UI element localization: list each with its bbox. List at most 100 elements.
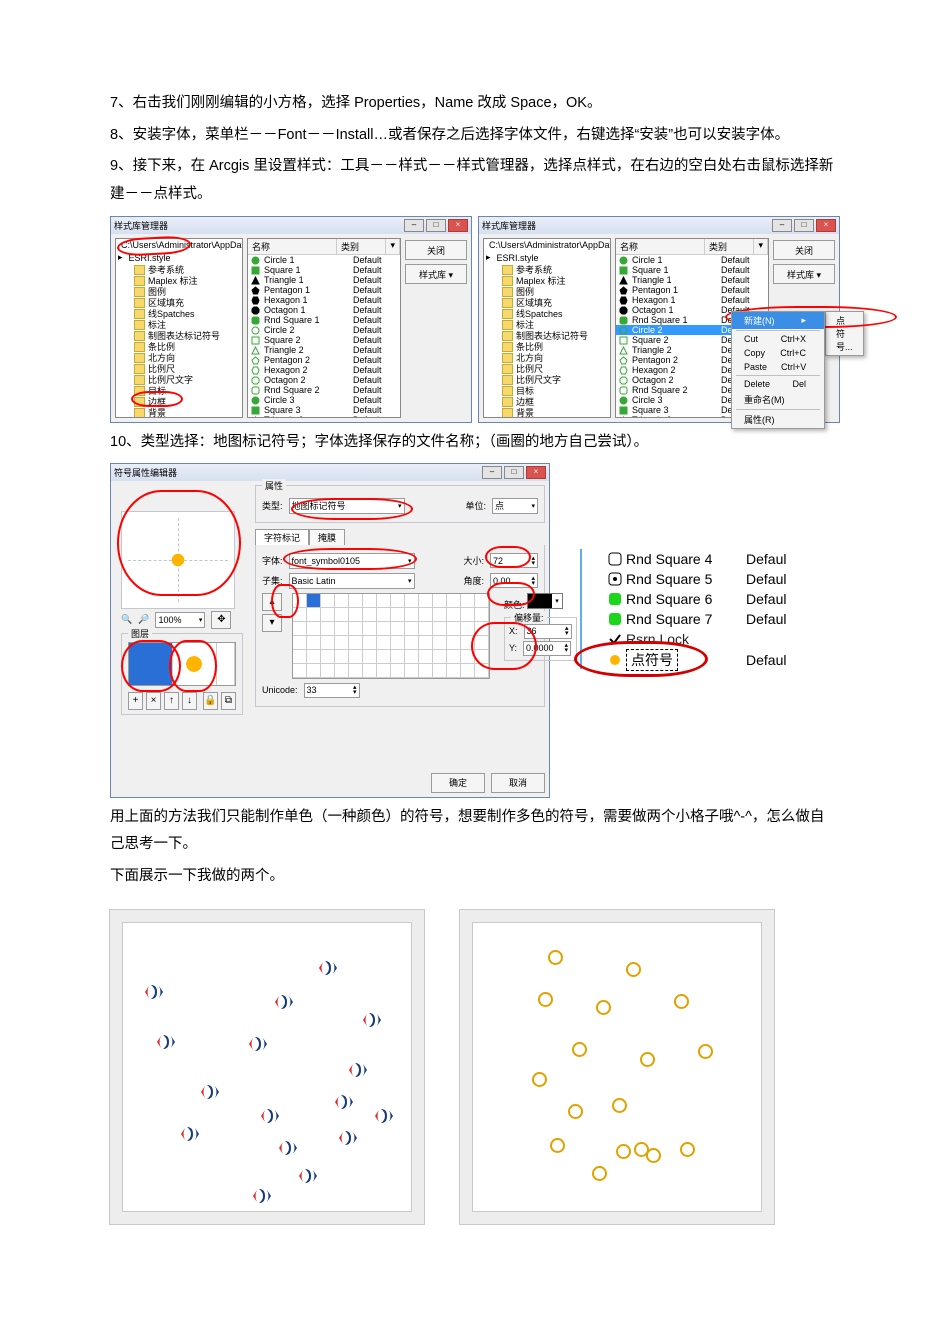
list-row[interactable]: Triangle 2Default	[248, 345, 400, 355]
tree-item[interactable]: Maplex 标注	[116, 275, 242, 286]
move-down-button[interactable]: ↓	[182, 692, 197, 710]
tree-item[interactable]: 制图表达标记符号	[484, 330, 610, 341]
tab-mask[interactable]: 掩膜	[309, 529, 345, 545]
mini-row-selected[interactable]: 点符号 Defaul	[584, 649, 806, 669]
zoom-out-icon[interactable]: 🔎	[138, 614, 149, 625]
list-row[interactable]: Hexagon 1Default	[248, 295, 400, 305]
zoom-in-icon[interactable]: 🔍	[121, 614, 132, 625]
move-up-button[interactable]: ↑	[164, 692, 179, 710]
close-panel-button[interactable]: 关闭	[405, 240, 467, 260]
list-row[interactable]: Square 3Default	[248, 405, 400, 415]
unit-select[interactable]: 点▾	[492, 498, 538, 514]
tree-item[interactable]: 北方向	[484, 352, 610, 363]
pan-icon[interactable]: ✥	[211, 611, 231, 629]
x-label: X:	[509, 626, 518, 636]
tree-item[interactable]: 条比例	[116, 341, 242, 352]
list-row[interactable]: Square 1Default	[616, 265, 768, 275]
ctx-submenu[interactable]: 点符号...	[825, 311, 864, 356]
ctx-properties[interactable]: 属性(R)	[732, 411, 824, 428]
font-select[interactable]: font_symbol0105▾	[289, 553, 415, 569]
tree-item[interactable]: 线Spatches	[116, 308, 242, 319]
tree-item[interactable]: 条比例	[484, 341, 610, 352]
grid-down-button[interactable]: ▾	[262, 614, 282, 632]
lock-button[interactable]: 🔒	[203, 692, 218, 710]
close-button[interactable]: ×	[448, 219, 468, 232]
color-picker[interactable]: ▾	[527, 593, 563, 609]
add-layer-button[interactable]: +	[128, 692, 143, 710]
grid-up-button[interactable]: ▴	[262, 593, 282, 611]
list-row[interactable]: Triangle 3Default	[248, 415, 400, 418]
type-select[interactable]: 地图标记符号▾	[289, 498, 405, 514]
ctx-copy[interactable]: CopyCtrl+C	[732, 346, 824, 360]
ctx-paste[interactable]: PasteCtrl+V	[732, 360, 824, 374]
close-button[interactable]: ×	[816, 219, 836, 232]
tree-item[interactable]: 目标	[484, 385, 610, 396]
tree-item[interactable]: 线Spatches	[484, 308, 610, 319]
cancel-button[interactable]: 取消	[491, 773, 545, 793]
maximize-button[interactable]: □	[794, 219, 814, 232]
selected-name[interactable]: 点符号	[626, 649, 678, 671]
x-input[interactable]: 36▴▾	[524, 624, 572, 639]
layer-list[interactable]	[128, 642, 236, 686]
list-row[interactable]: Hexagon 1Default	[616, 295, 768, 305]
list-row[interactable]: Circle 1Default	[616, 255, 768, 265]
list-row[interactable]: Rnd Square 2Default	[248, 385, 400, 395]
y-input[interactable]: 0.0000▴▾	[523, 641, 571, 656]
mini-row[interactable]: Rnd Square 5 Defaul	[584, 569, 806, 589]
list-row[interactable]: Circle 2Default	[248, 325, 400, 335]
list-row[interactable]: Square 2Default	[248, 335, 400, 345]
mini-row-lock[interactable]: Rsrn Lock	[584, 629, 806, 649]
copy-layer-button[interactable]: ⧉	[221, 692, 236, 710]
tree-item[interactable]: 比例尺文字	[484, 374, 610, 385]
list-row[interactable]: Circle 3Default	[248, 395, 400, 405]
unicode-input[interactable]: 33▴▾	[304, 683, 360, 698]
layers-group: 图层 + × ↑ ↓ 🔒 ⧉	[121, 633, 243, 715]
mini-row[interactable]: Rnd Square 4 Defaul	[584, 549, 806, 569]
tree-item[interactable]: 背景	[116, 407, 242, 418]
list-row[interactable]: Triangle 1Default	[248, 275, 400, 285]
tree-item[interactable]: 北方向	[116, 352, 242, 363]
close-button[interactable]: ×	[526, 466, 546, 479]
style-dropdown-button[interactable]: 样式库 ▾	[405, 264, 467, 284]
angle-input[interactable]: 0.00▴▾	[490, 573, 538, 588]
list-row[interactable]: Octagon 2Default	[248, 375, 400, 385]
ctx-new[interactable]: 新建(N)▸	[732, 312, 824, 329]
list-row[interactable]: Circle 1Default	[248, 255, 400, 265]
tree-item[interactable]: 制图表达标记符号	[116, 330, 242, 341]
minimize-button[interactable]: –	[404, 219, 424, 232]
subset-select[interactable]: Basic Latin▾	[289, 573, 415, 589]
list-row[interactable]: Triangle 1Default	[616, 275, 768, 285]
char-grid[interactable]	[292, 593, 490, 679]
maximize-button[interactable]: □	[504, 466, 524, 479]
maximize-button[interactable]: □	[426, 219, 446, 232]
ctx-cut[interactable]: CutCtrl+X	[732, 332, 824, 346]
size-input[interactable]: 72▴▾	[490, 553, 538, 568]
delete-layer-button[interactable]: ×	[146, 692, 161, 710]
para-11: 用上面的方法我们只能制作单色（一种颜色）的符号，想要制作多色的符号，需要做两个小…	[110, 804, 835, 859]
tree-item[interactable]: Maplex 标注	[484, 275, 610, 286]
tree-item[interactable]: 比例尺文字	[116, 374, 242, 385]
tree-item[interactable]: 背景	[484, 407, 610, 418]
minimize-button[interactable]: –	[482, 466, 502, 479]
list-row[interactable]: Pentagon 1Default	[616, 285, 768, 295]
ok-button[interactable]: 确定	[431, 773, 485, 793]
list-row[interactable]: Pentagon 1Default	[248, 285, 400, 295]
tab-font[interactable]: 字符标记	[255, 529, 309, 545]
ctx-delete[interactable]: DeleteDel	[732, 377, 824, 391]
mini-row[interactable]: Rnd Square 6 Defaul	[584, 589, 806, 609]
list-row[interactable]: Octagon 1Default	[248, 305, 400, 315]
list-row[interactable]: Pentagon 2Default	[248, 355, 400, 365]
list-row[interactable]: Hexagon 2Default	[248, 365, 400, 375]
tree-item[interactable]: 边框	[116, 396, 242, 407]
tree-item[interactable]: 目标	[116, 385, 242, 396]
mini-row[interactable]: Rnd Square 7 Defaul	[584, 609, 806, 629]
list-row[interactable]: Rnd Square 1Default	[248, 315, 400, 325]
list-row[interactable]: Square 1Default	[248, 265, 400, 275]
minimize-button[interactable]: –	[772, 219, 792, 232]
ctx-rename[interactable]: 重命名(M)	[732, 391, 824, 408]
zoom-select[interactable]: 100%▾	[155, 612, 205, 628]
carrefour-icon	[156, 1034, 176, 1050]
close-panel-button[interactable]: 关闭	[773, 240, 835, 260]
tree-item[interactable]: 边框	[484, 396, 610, 407]
style-dropdown-button[interactable]: 样式库 ▾	[773, 264, 835, 284]
